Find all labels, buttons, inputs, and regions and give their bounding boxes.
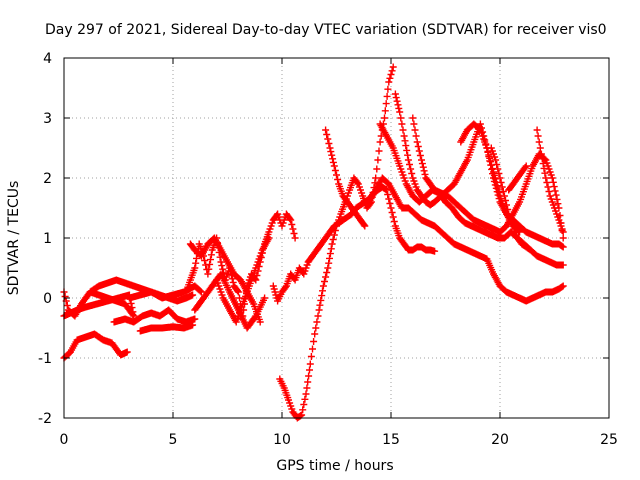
series-sat-u <box>533 126 567 236</box>
x-tick-label: 10 <box>273 432 291 448</box>
data-points-sat-s <box>487 144 534 254</box>
x-tick-label: 15 <box>382 432 400 448</box>
series-sat-n <box>365 174 567 305</box>
x-tick-label: 20 <box>491 432 509 448</box>
series-sat-t <box>505 162 530 194</box>
data-points-sat-n <box>365 174 567 305</box>
series-layer <box>60 63 567 422</box>
y-tick-label: 0 <box>43 291 52 307</box>
data-points-sat-d <box>110 306 199 326</box>
data-points-sat-u <box>533 126 567 236</box>
series-sat-a <box>60 330 131 362</box>
data-points-sat-j <box>213 234 273 326</box>
x-tick-label: 5 <box>169 432 178 448</box>
y-tick-label: 2 <box>43 171 52 187</box>
chart-title: Day 297 of 2021, Sidereal Day-to-day VTE… <box>45 22 607 38</box>
data-points-sat-k <box>269 183 439 305</box>
data-points-sat-t <box>505 162 530 194</box>
x-tick-label: 25 <box>600 432 618 448</box>
series-sat-j <box>213 234 273 326</box>
grid <box>64 58 609 418</box>
series-sat-q <box>409 114 567 242</box>
ticks <box>63 57 610 419</box>
y-tick-label: -1 <box>38 351 52 367</box>
y-axis-label: SDTVAR / TECUs <box>6 181 22 296</box>
series-sat-f <box>136 321 197 335</box>
x-tick-labels: 0 5 10 15 20 25 <box>60 432 618 448</box>
y-tick-labels: -2 -1 0 1 2 3 4 <box>38 51 52 427</box>
y-tick-label: 4 <box>43 51 52 67</box>
data-points-sat-a <box>60 330 131 362</box>
data-points-sat-q <box>409 114 567 242</box>
series-sat-d <box>110 306 199 326</box>
y-tick-label: 1 <box>43 231 52 247</box>
x-tick-label: 0 <box>60 432 69 448</box>
series-sat-s <box>487 144 534 254</box>
data-points-sat-l <box>276 63 397 422</box>
series-sat-k <box>269 183 439 305</box>
data-points-sat-m <box>322 126 369 230</box>
series-sat-m <box>322 126 369 230</box>
series-sat-l <box>276 63 397 422</box>
y-tick-label: 3 <box>43 111 52 127</box>
y-tick-label: -2 <box>38 411 52 427</box>
data-points-sat-f <box>136 321 197 335</box>
x-axis-label: GPS time / hours <box>276 458 393 474</box>
